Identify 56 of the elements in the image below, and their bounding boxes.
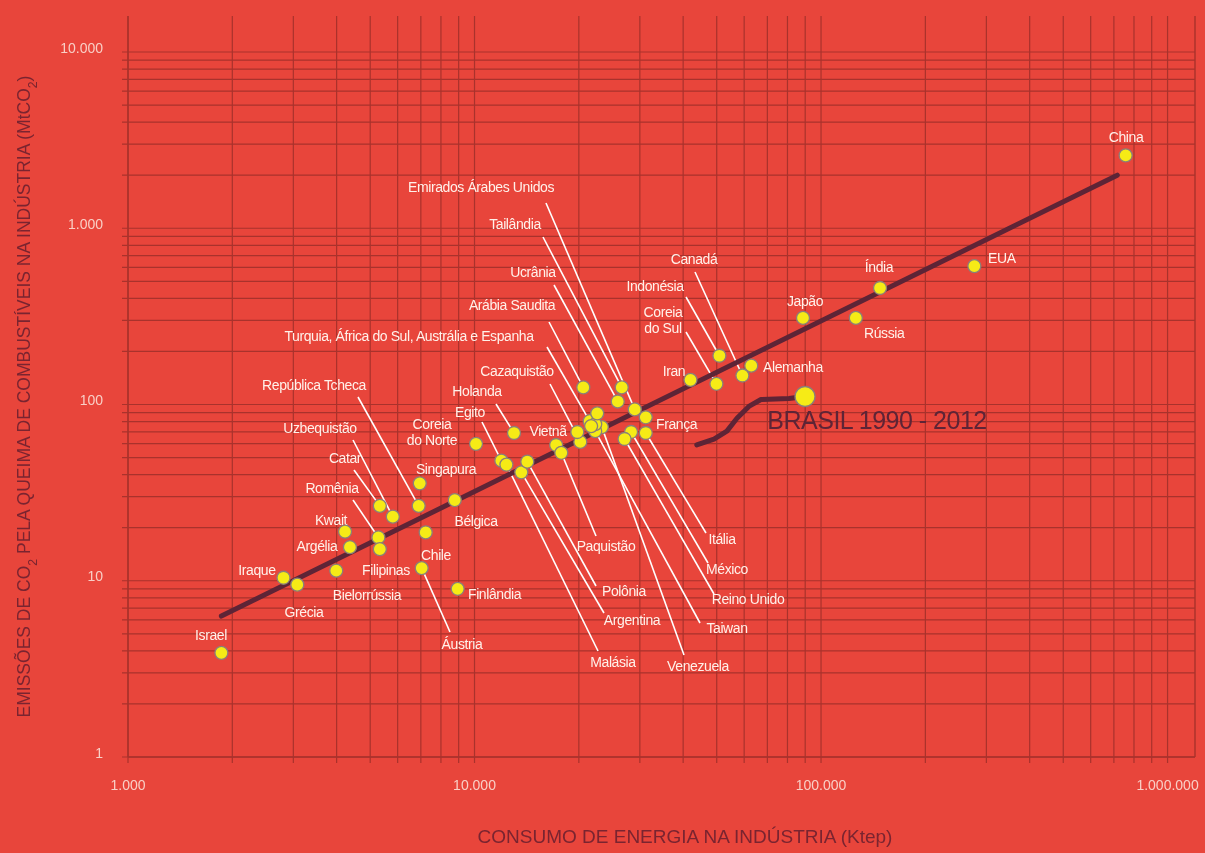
annotation: Singapura [415, 460, 477, 477]
x-axis-title: CONSUMO DE ENERGIA NA INDÚSTRIA (Ktep) [477, 826, 893, 847]
annotation: Iraque [238, 561, 277, 578]
y-tick-label: 1.000 [67, 215, 104, 232]
annotation: Venezuela [667, 657, 730, 674]
annotation: Chile [421, 546, 452, 563]
annotation: República Tcheca [262, 376, 367, 393]
series-label: BRASIL 1990 - 2012 [767, 405, 987, 434]
annotation: Tailândia [489, 215, 542, 232]
annotation: Rússia [864, 324, 906, 341]
annotation: Índia [864, 258, 894, 275]
x-tick-label: 10.000 [453, 777, 497, 793]
annotation: Malásia [590, 653, 637, 670]
annotation: México [706, 560, 749, 577]
annotation: Indonésia [626, 277, 685, 294]
annotation: Iran [662, 362, 686, 379]
y-tick-label: 100 [79, 392, 104, 409]
annotation: Cazaquistão [480, 362, 555, 379]
annotation: Uzbequistão [283, 419, 358, 436]
annotation: Alemanha [763, 358, 824, 375]
annotation: Canadá [670, 250, 718, 267]
annotation: Finlândia [468, 585, 522, 602]
annotation: Romênia [305, 479, 360, 496]
annotation: Egito [455, 403, 486, 420]
y-tick-label: 10.000 [60, 39, 104, 56]
y-tick-label: 10 [87, 568, 104, 585]
annotation: Filipinas [362, 561, 411, 578]
annotation: Paquistão [576, 537, 636, 554]
annotation: Catar [328, 449, 362, 466]
annotation: China [1108, 128, 1144, 145]
annotation: Bielorrússia [332, 586, 402, 603]
annotation: Japão [786, 292, 824, 309]
annotation: Ucrânia [510, 263, 557, 280]
x-tick-label: 1.000 [110, 777, 146, 793]
annotation: Israel [195, 626, 228, 643]
x-tick-label: 1.000.000 [1136, 777, 1199, 793]
annotation: Reino Unido [711, 590, 785, 607]
annotation: Turquia, África do Sul, Austrália e Espanha [284, 327, 535, 344]
annotation: EUA [988, 249, 1017, 266]
annotation: Holanda [452, 382, 503, 399]
y-tick-label: 1 [95, 744, 104, 761]
annotation: Emirados Árabes Unidos [407, 178, 555, 195]
annotation: Áustria [441, 635, 483, 652]
annotation: Coreia do Sul [643, 303, 684, 336]
annotation: Argélia [296, 537, 338, 554]
annotation: Taiwan [706, 619, 748, 636]
annotation: França [656, 415, 698, 432]
annotation: Argentina [603, 611, 661, 628]
annotation: Arábia Saudita [468, 296, 556, 313]
x-tick-label: 100.000 [795, 777, 847, 793]
annotation: Bélgica [454, 512, 499, 529]
annotation: Itália [708, 530, 737, 547]
annotation: Vietnã [529, 422, 568, 439]
annotation: Kwait [314, 511, 348, 528]
annotation: Polônia [602, 582, 647, 599]
annotation: Grécia [284, 603, 325, 620]
